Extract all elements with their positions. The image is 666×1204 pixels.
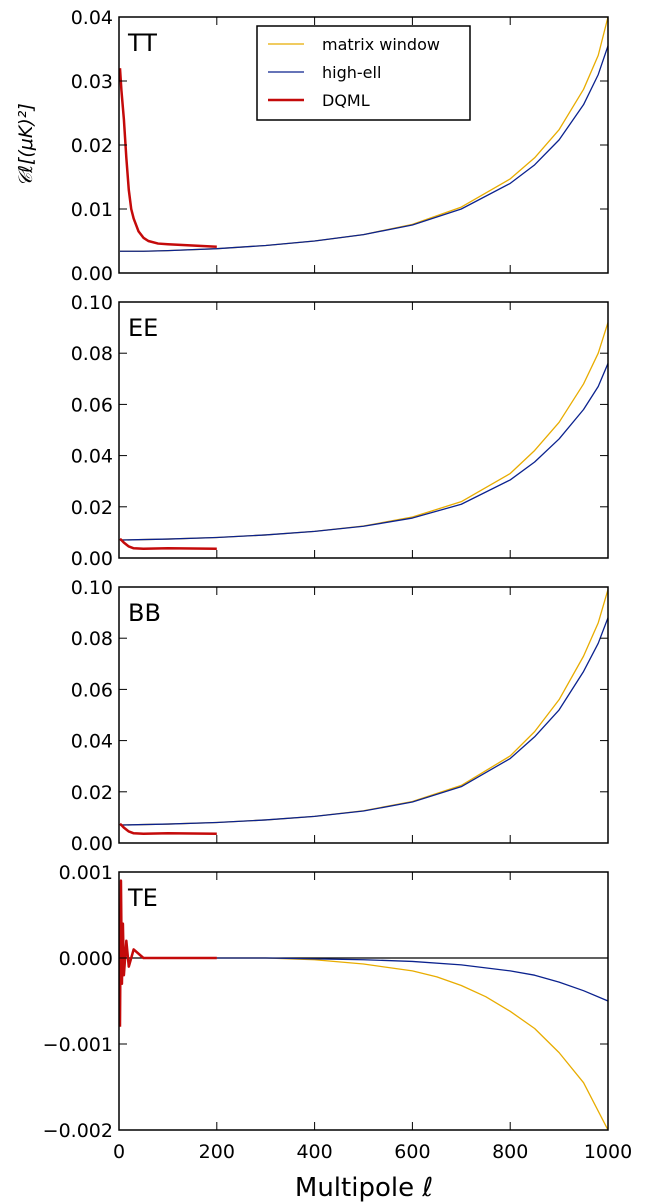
series-dqml-te xyxy=(119,879,217,1027)
x-tick-label: 800 xyxy=(492,1141,528,1163)
y-tick-label: 0.03 xyxy=(71,71,113,93)
y-tick-label: −0.002 xyxy=(43,1120,113,1142)
y-axis-label: 𝒞ℓ[(μK)²] xyxy=(15,103,37,187)
legend-box xyxy=(256,25,471,121)
y-tick-label: 0.06 xyxy=(71,679,113,701)
y-tick-label: −0.001 xyxy=(43,1034,113,1056)
panel-ee: 0.00 0.02 0.04 0.06 0.08 0.10 EE xyxy=(71,292,609,570)
series-group-ee xyxy=(119,322,608,551)
panel-label-tt: TT xyxy=(127,29,157,57)
legend-entry-dqml: DQML xyxy=(322,91,370,110)
y-tick-label: 0.08 xyxy=(71,343,113,365)
y-tick-label: 0.02 xyxy=(71,497,113,519)
plot-frame-bb xyxy=(118,586,609,844)
y-tick-label: 0.04 xyxy=(71,7,113,29)
y-tick-label: 0.01 xyxy=(71,199,113,221)
x-tick-label: 1000 xyxy=(584,1141,632,1163)
y-tick-label: 0.10 xyxy=(71,577,113,599)
plot-layer: 0.000.010.020.030.04TT0.000.020.040.060.… xyxy=(43,7,633,1163)
y-tick-label: 0.10 xyxy=(71,292,113,314)
y-tick-label: 0.000 xyxy=(59,948,113,970)
series-high-ell-tt xyxy=(119,45,608,252)
series-group-te xyxy=(119,879,608,1130)
series-dqml-bb xyxy=(119,822,217,836)
panel-tt: 0.00 0.01 0.02 0.03 0.04 TT xyxy=(71,7,609,285)
panel-te: −0.002 −0.001 0.000 0.001 0 200 400 600 800 1000 T… xyxy=(43,862,633,1163)
y-tick-label: 0.08 xyxy=(71,628,113,650)
series-dqml-ee xyxy=(119,537,217,551)
series-group-tt xyxy=(119,17,608,252)
legend-entry-high-ell: high-ell xyxy=(322,63,381,82)
x-axis-label: Multipole ℓ xyxy=(295,1173,433,1203)
legend: matrix window high-ell DQML xyxy=(256,25,471,121)
series-high-ell-bb xyxy=(119,617,608,826)
y-tick-label: 0.02 xyxy=(71,782,113,804)
x-tick-label: 400 xyxy=(296,1141,332,1163)
y-tick-label: 0.001 xyxy=(59,862,113,884)
panel-label-te: TE xyxy=(127,884,158,912)
plot-frame-ee xyxy=(118,301,609,559)
y-tick-label: 0.04 xyxy=(71,446,113,468)
legend-entry-matrix-window: matrix window xyxy=(322,35,440,54)
series-dqml-tt xyxy=(119,68,217,249)
panel-label-ee: EE xyxy=(128,314,158,342)
series-high-ell-ee xyxy=(119,363,608,541)
series-group-bb xyxy=(119,589,608,836)
x-tick-label: 600 xyxy=(394,1141,430,1163)
panel-bb: 0.00 0.02 0.04 0.06 0.08 0.10 BB xyxy=(71,577,609,855)
y-tick-label: 0.04 xyxy=(71,731,113,753)
x-tick-label: 200 xyxy=(199,1141,235,1163)
x-tick-label: 0 xyxy=(113,1141,125,1163)
y-tick-label: 0.00 xyxy=(71,263,113,285)
y-tick-label: 0.06 xyxy=(71,394,113,416)
panel-label-bb: BB xyxy=(128,599,161,627)
y-tick-label: 0.02 xyxy=(71,135,113,157)
y-tick-label: 0.00 xyxy=(71,548,113,570)
series-high-ell-te xyxy=(216,957,608,1002)
plot-frame-te xyxy=(118,871,609,1131)
y-tick-label: 0.00 xyxy=(71,833,113,855)
series-matrix-window-te xyxy=(216,957,608,1130)
